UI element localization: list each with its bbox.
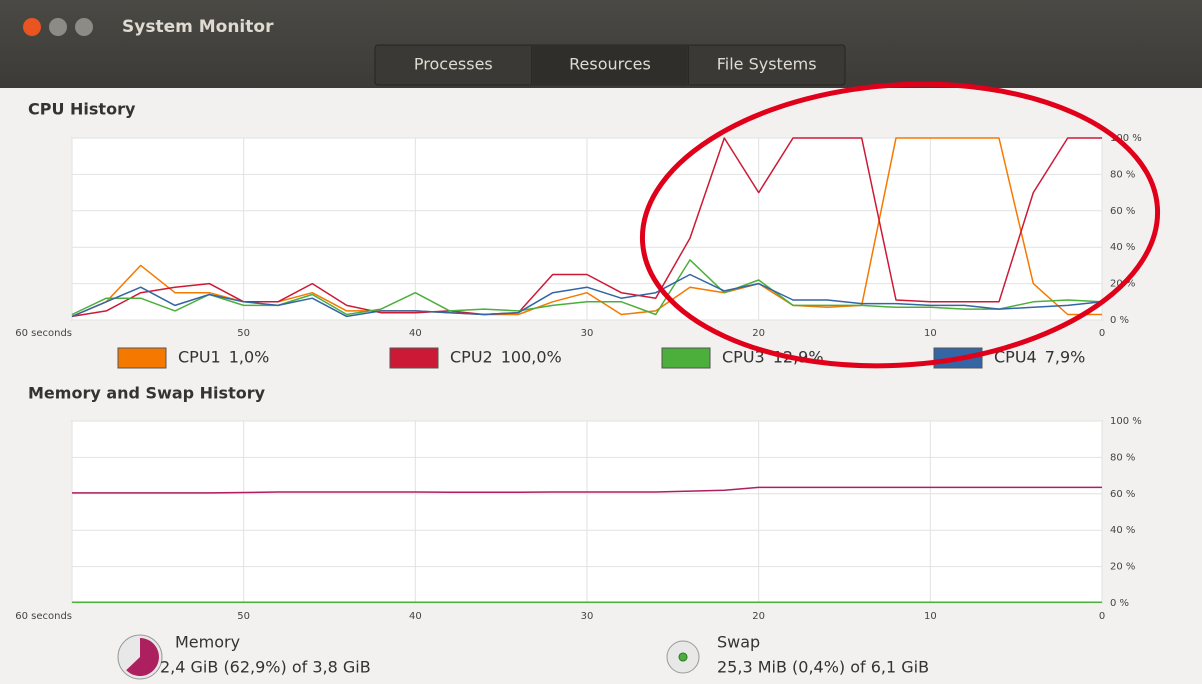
section-heading: Memory and Swap History (28, 384, 266, 403)
legend-label: CPU2 (450, 348, 493, 367)
x-tick-label: 30 (581, 328, 594, 339)
legend-value: 1,0% (229, 348, 270, 367)
x-tick-label: 20 (752, 611, 765, 622)
y-tick-label: 60 % (1110, 489, 1135, 500)
x-tick-label: 50 (237, 611, 250, 622)
section-heading: CPU History (28, 100, 136, 119)
page: {"window": {"title": "System Monitor", "… (0, 0, 1202, 680)
legend-swatch[interactable] (390, 348, 438, 368)
window-title: System Monitor (122, 17, 274, 37)
legend-label: CPU1 (178, 348, 221, 367)
legend-swatch[interactable] (118, 348, 166, 368)
usage-dot (679, 653, 687, 661)
window: System Monitor Processes Resources File Sy… (0, 0, 1202, 680)
y-tick-label: 100 % (1110, 416, 1142, 427)
x-tick-label: 40 (409, 328, 422, 339)
legend-label: Swap (717, 633, 760, 652)
x-tick-label: 10 (924, 611, 937, 622)
x-tick-label: 60 seconds (15, 611, 72, 622)
x-tick-label: 0 (1099, 611, 1105, 622)
legend-label: Memory (175, 633, 240, 652)
legend-detail: 2,4 GiB (62,9%) of 3,8 GiB (160, 658, 371, 677)
x-tick-label: 60 seconds (15, 328, 72, 339)
close-button[interactable] (23, 18, 41, 36)
x-tick-label: 20 (752, 328, 765, 339)
y-tick-label: 60 % (1110, 206, 1135, 217)
y-tick-label: 0 % (1110, 315, 1129, 326)
x-tick-label: 50 (237, 328, 250, 339)
tab[interactable]: Resources (569, 55, 651, 74)
x-tick-label: 10 (924, 328, 937, 339)
y-tick-label: 80 % (1110, 169, 1135, 180)
legend-swatch[interactable] (662, 348, 710, 368)
x-tick-label: 30 (581, 611, 594, 622)
x-tick-label: 40 (409, 611, 422, 622)
y-tick-label: 40 % (1110, 242, 1135, 253)
maximize-button[interactable] (75, 18, 93, 36)
y-tick-label: 40 % (1110, 525, 1135, 536)
legend-value: 100,0% (501, 348, 562, 367)
y-tick-label: 20 % (1110, 562, 1135, 573)
tab[interactable]: Processes (414, 55, 493, 74)
legend-value: 7,9% (1045, 348, 1086, 367)
y-tick-label: 80 % (1110, 452, 1135, 463)
y-tick-label: 0 % (1110, 598, 1129, 609)
tab[interactable]: File Systems (717, 55, 817, 74)
x-tick-label: 0 (1099, 328, 1105, 339)
legend-detail: 25,3 MiB (0,4%) of 6,1 GiB (717, 658, 929, 677)
minimize-button[interactable] (49, 18, 67, 36)
